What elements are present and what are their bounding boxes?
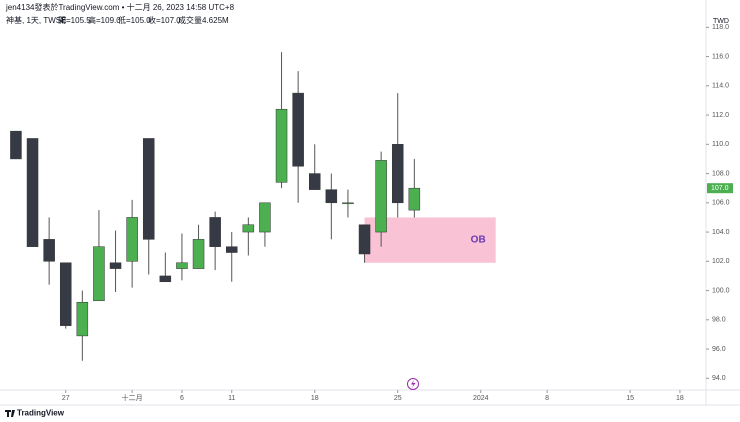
x-tick-label: 2024 [473, 395, 489, 402]
y-tick-label: 112.0 [712, 112, 729, 119]
open-legend: 開=105.5 [58, 16, 91, 25]
candle-body [259, 202, 271, 233]
low-legend: 低=105.0 [118, 15, 151, 25]
ob-label: OB [471, 235, 486, 246]
x-tick-label: 8 [545, 395, 549, 402]
last-price-label: 107.0 [711, 185, 729, 192]
y-tick-label: 118.0 [712, 24, 729, 31]
candle-body [26, 138, 39, 247]
y-tick-label: 98.0 [712, 317, 726, 324]
brand-logo [5, 410, 15, 417]
y-tick-label: 104.0 [712, 229, 730, 236]
candle-body [10, 130, 22, 160]
close-legend: 收=107.0 [148, 15, 181, 25]
candle-body [408, 187, 421, 211]
y-tick-label: 102.0 [712, 258, 730, 265]
candle-body [225, 246, 238, 253]
candle-body [59, 262, 72, 326]
y-tick-label: 94.0 [712, 375, 726, 382]
candle-body [342, 202, 354, 205]
candle-body [126, 217, 138, 262]
volume-legend: 成交量4.625M [178, 15, 229, 25]
x-tick-label: 15 [626, 395, 634, 402]
x-tick-label: 18 [676, 395, 684, 402]
candle-body [325, 189, 338, 204]
x-tick-label: 11 [228, 395, 235, 402]
candle-body [275, 108, 288, 183]
x-tick-label: 6 [180, 395, 184, 402]
currency: TWD [713, 18, 729, 25]
y-tick-label: 116.0 [712, 53, 729, 60]
header-line: jen4134發表於TradingView.com • 十二月 26, 2023… [5, 2, 235, 12]
y-tick-label: 96.0 [712, 346, 726, 353]
candle-body [292, 92, 304, 167]
last-price-tag [707, 183, 733, 194]
y-tick-label: 114.0 [712, 83, 729, 90]
symbol: 神基, 1天, TWSE [6, 15, 66, 25]
y-tick-label: 110.0 [712, 141, 729, 148]
candle-body [176, 262, 188, 269]
candle-body [93, 246, 105, 302]
brand: TradingView [17, 409, 65, 418]
x-tick-label: 25 [394, 395, 402, 402]
y-tick-label: 108.0 [712, 170, 730, 177]
candle-body [242, 224, 255, 233]
x-tick-label: 18 [311, 395, 319, 402]
y-tick-label: 100.0 [712, 287, 730, 294]
candle-body [142, 138, 155, 240]
candle-body [209, 217, 221, 247]
candle-body [109, 262, 122, 269]
candle-body [159, 275, 172, 283]
event-bolt [411, 380, 416, 388]
x-tick-label: 27 [62, 395, 70, 402]
candle-body [76, 302, 89, 337]
candle-body [308, 173, 321, 190]
x-tick-label: 十二月 [122, 393, 143, 402]
high-legend: 高=109.0 [88, 15, 121, 25]
candle-body [375, 160, 387, 233]
y-tick-label: 106.0 [712, 200, 730, 207]
candle-body [192, 239, 205, 269]
candle-body [43, 239, 55, 262]
candle-body [358, 224, 371, 255]
candle-body [391, 144, 404, 204]
